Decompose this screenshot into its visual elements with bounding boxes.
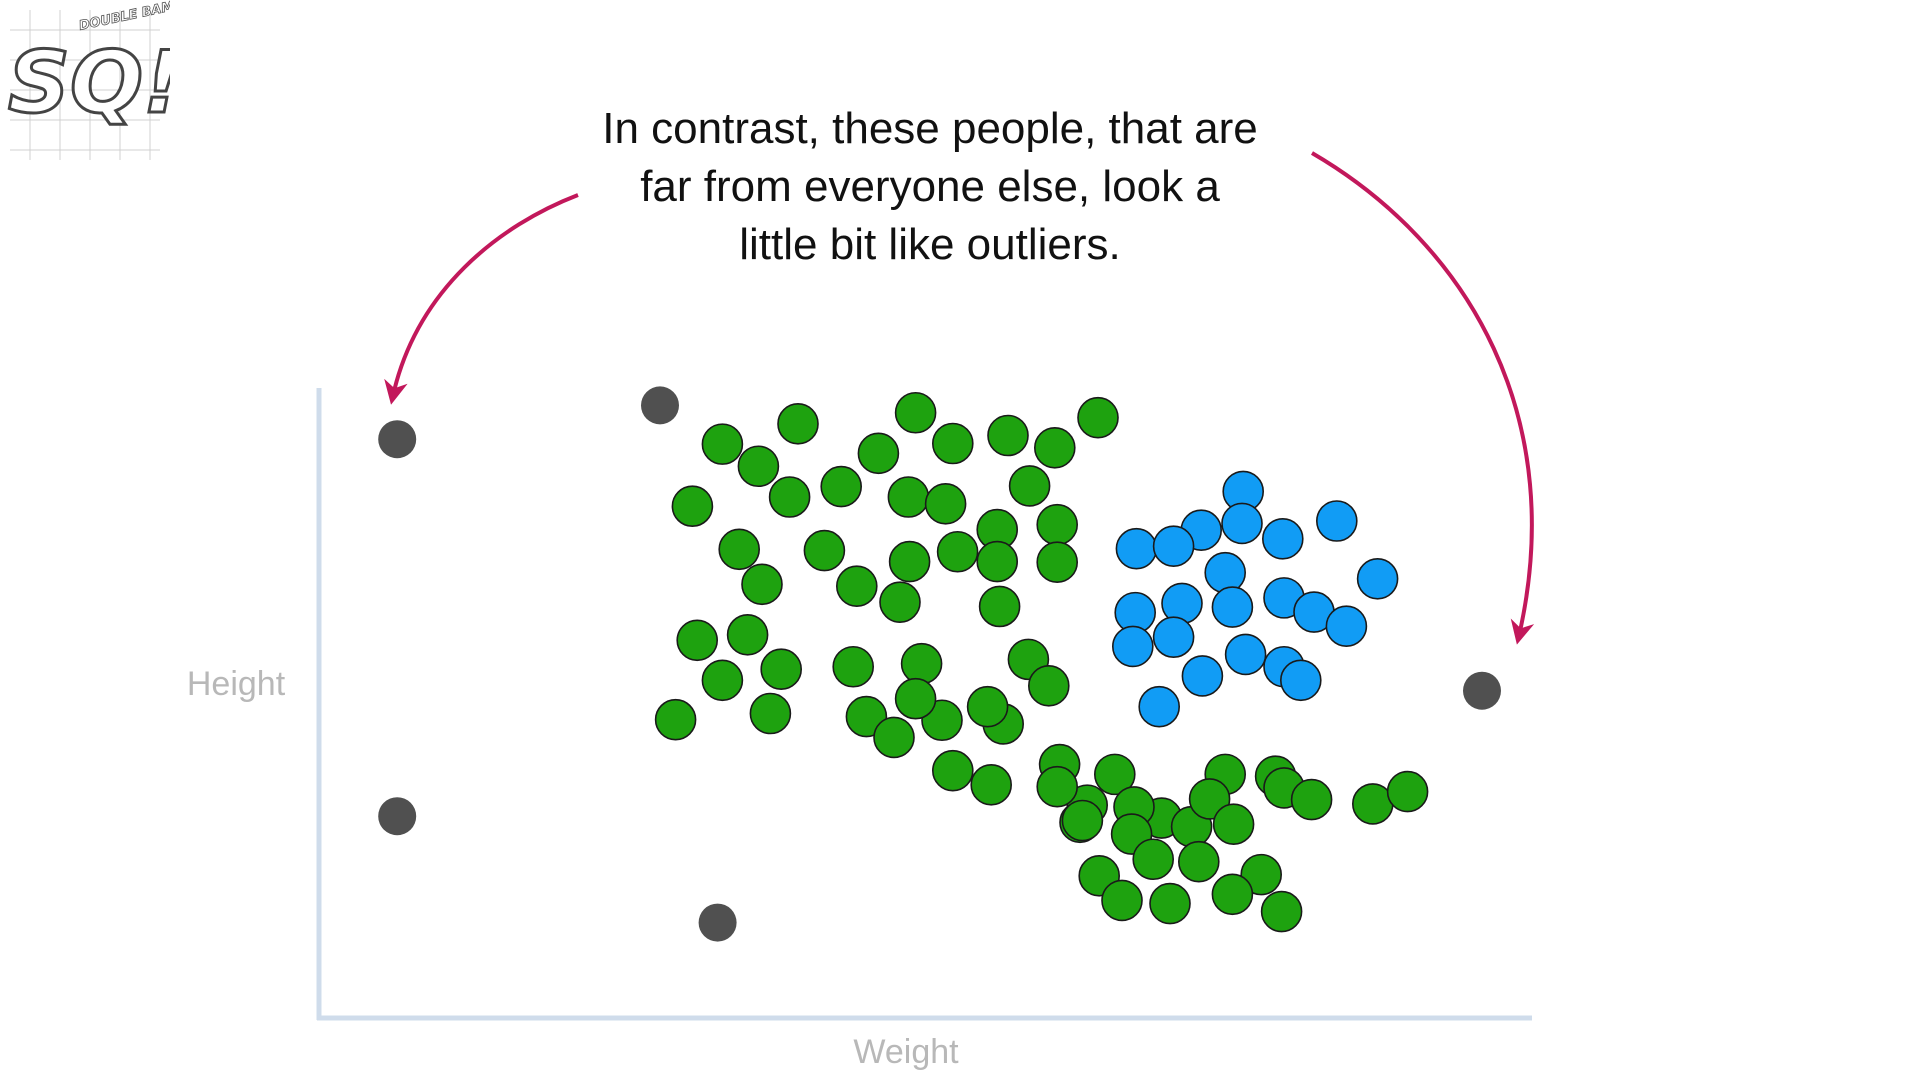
green-data-point [1240, 853, 1282, 896]
caption-line: In contrast, these people, that are [602, 104, 1258, 153]
logo-tagline: DOUBLE BAM!!! [78, 0, 170, 34]
blue-data-point [1152, 616, 1195, 659]
green-data-point [835, 565, 878, 607]
green-data-point [1034, 427, 1076, 469]
outlier-data-point [378, 797, 417, 836]
green-data-point [873, 716, 915, 759]
green-data-point [1094, 753, 1136, 796]
caption-line: far from everyone else, look a [640, 162, 1220, 211]
green-data-point [1036, 503, 1078, 546]
blue-data-point [1325, 605, 1368, 647]
left-arrow-icon [384, 193, 579, 405]
green-data-point [1178, 840, 1220, 883]
green-data-point [931, 422, 974, 465]
green-data-point [900, 642, 943, 685]
annotation-arrows [384, 151, 1535, 645]
blue-data-point [1181, 655, 1224, 697]
blue-data-point [1221, 502, 1263, 545]
green-data-point [1101, 879, 1143, 922]
green-data-point [749, 692, 792, 735]
blue-data-point [1316, 500, 1358, 542]
y-axis-label: Height [187, 665, 286, 703]
green-data-point [879, 581, 921, 623]
green-data-point [1028, 665, 1070, 707]
green-data-point [1077, 396, 1119, 439]
green-data-point [701, 659, 744, 702]
green-data-point [978, 585, 1021, 628]
green-data-point [701, 423, 744, 465]
outlier-data-point [1463, 671, 1501, 710]
green-data-point [894, 677, 937, 720]
blue-data-point [1152, 525, 1195, 568]
annotation-caption: In contrast, these people, that are far … [540, 100, 1320, 274]
green-data-point [737, 445, 780, 488]
green-data-point [654, 698, 697, 741]
green-data-point [987, 414, 1029, 457]
green-data-point [768, 476, 811, 518]
green-data-point [676, 619, 719, 662]
blue-data-point [1211, 586, 1254, 628]
green-data-point [671, 485, 714, 528]
green-data-point [888, 540, 931, 583]
green-data-point [1211, 873, 1254, 916]
green-data-point [1036, 765, 1078, 808]
green-data-point [1212, 803, 1255, 845]
green-data-point [832, 645, 875, 688]
green-data-point [1036, 541, 1078, 584]
green-data-point [1132, 838, 1174, 881]
green-data-point [1061, 799, 1104, 842]
blue-data-point [1356, 558, 1399, 600]
green-data-point [741, 563, 783, 606]
green-data-point [970, 764, 1013, 806]
statquest-logo: SQ! DOUBLE BAM!!! [7, 0, 170, 160]
green-data-point [887, 476, 930, 518]
green-data-point [857, 432, 900, 475]
green-data-point [1008, 465, 1051, 507]
green-data-point [726, 613, 769, 656]
green-data-point [1260, 890, 1303, 933]
blue-data-point [1280, 659, 1322, 702]
x-axis-label: Weight [853, 1033, 959, 1071]
data-points [378, 386, 1501, 942]
caption-line: little bit like outliers. [739, 220, 1121, 269]
chart-axes [316, 388, 1532, 1021]
green-data-point [1290, 778, 1333, 821]
blue-data-point [1262, 518, 1304, 560]
green-data-point [936, 530, 979, 573]
green-data-point [924, 482, 967, 525]
outlier-data-point [641, 386, 679, 425]
outlier-data-point [378, 420, 417, 459]
green-data-point [760, 648, 803, 691]
green-data-point [1149, 882, 1191, 925]
blue-data-point [1112, 625, 1154, 668]
blue-data-point [1115, 527, 1158, 570]
green-data-point [894, 391, 937, 434]
blue-data-point [1138, 685, 1180, 728]
green-data-point [976, 540, 1019, 583]
green-data-point [718, 528, 761, 571]
green-data-point [1386, 770, 1429, 813]
right-arrow-icon [1310, 151, 1535, 645]
green-data-point [820, 465, 863, 508]
green-data-point [803, 529, 846, 572]
green-data-point [1352, 783, 1394, 825]
blue-data-point [1204, 551, 1246, 594]
logo-letters: SQ! [8, 33, 170, 133]
blue-data-point [1224, 633, 1267, 676]
green-data-point [777, 403, 819, 445]
green-data-point [931, 749, 974, 792]
green-data-point [966, 685, 1009, 728]
outlier-data-point [698, 903, 737, 942]
